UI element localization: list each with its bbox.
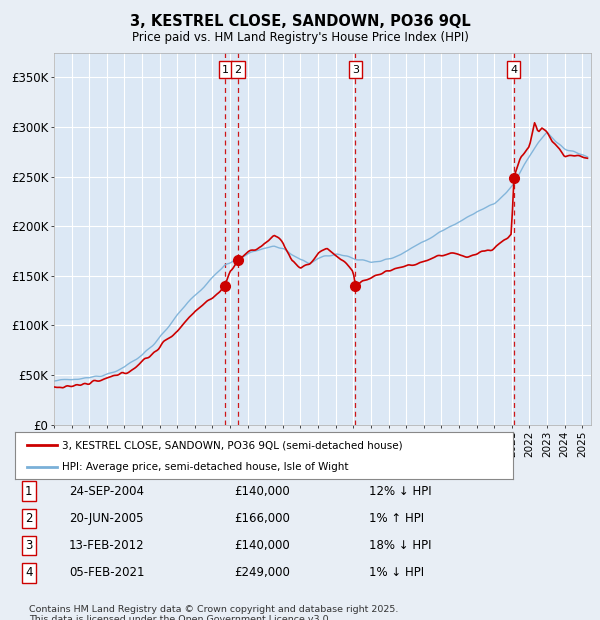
Text: 3, KESTREL CLOSE, SANDOWN, PO36 9QL (semi-detached house): 3, KESTREL CLOSE, SANDOWN, PO36 9QL (sem…	[62, 440, 403, 450]
Text: 1: 1	[25, 485, 32, 497]
Text: 20-JUN-2005: 20-JUN-2005	[69, 512, 143, 525]
Text: £140,000: £140,000	[234, 539, 290, 552]
Text: 18% ↓ HPI: 18% ↓ HPI	[369, 539, 431, 552]
Text: 2: 2	[25, 512, 32, 525]
Text: £166,000: £166,000	[234, 512, 290, 525]
Text: HPI: Average price, semi-detached house, Isle of Wight: HPI: Average price, semi-detached house,…	[62, 462, 349, 472]
Text: 4: 4	[25, 567, 32, 579]
Text: 13-FEB-2012: 13-FEB-2012	[69, 539, 145, 552]
Text: 05-FEB-2021: 05-FEB-2021	[69, 567, 145, 579]
Text: 1: 1	[222, 64, 229, 74]
Text: 4: 4	[510, 64, 517, 74]
Text: 2: 2	[235, 64, 242, 74]
Text: Price paid vs. HM Land Registry's House Price Index (HPI): Price paid vs. HM Land Registry's House …	[131, 31, 469, 43]
Text: £249,000: £249,000	[234, 567, 290, 579]
Text: 3: 3	[352, 64, 359, 74]
Text: £140,000: £140,000	[234, 485, 290, 497]
Text: 24-SEP-2004: 24-SEP-2004	[69, 485, 144, 497]
Text: 1% ↑ HPI: 1% ↑ HPI	[369, 512, 424, 525]
Text: 12% ↓ HPI: 12% ↓ HPI	[369, 485, 431, 497]
Text: 3, KESTREL CLOSE, SANDOWN, PO36 9QL: 3, KESTREL CLOSE, SANDOWN, PO36 9QL	[130, 14, 470, 29]
Text: 3: 3	[25, 539, 32, 552]
Text: Contains HM Land Registry data © Crown copyright and database right 2025.
This d: Contains HM Land Registry data © Crown c…	[29, 604, 398, 620]
Text: 1% ↓ HPI: 1% ↓ HPI	[369, 567, 424, 579]
